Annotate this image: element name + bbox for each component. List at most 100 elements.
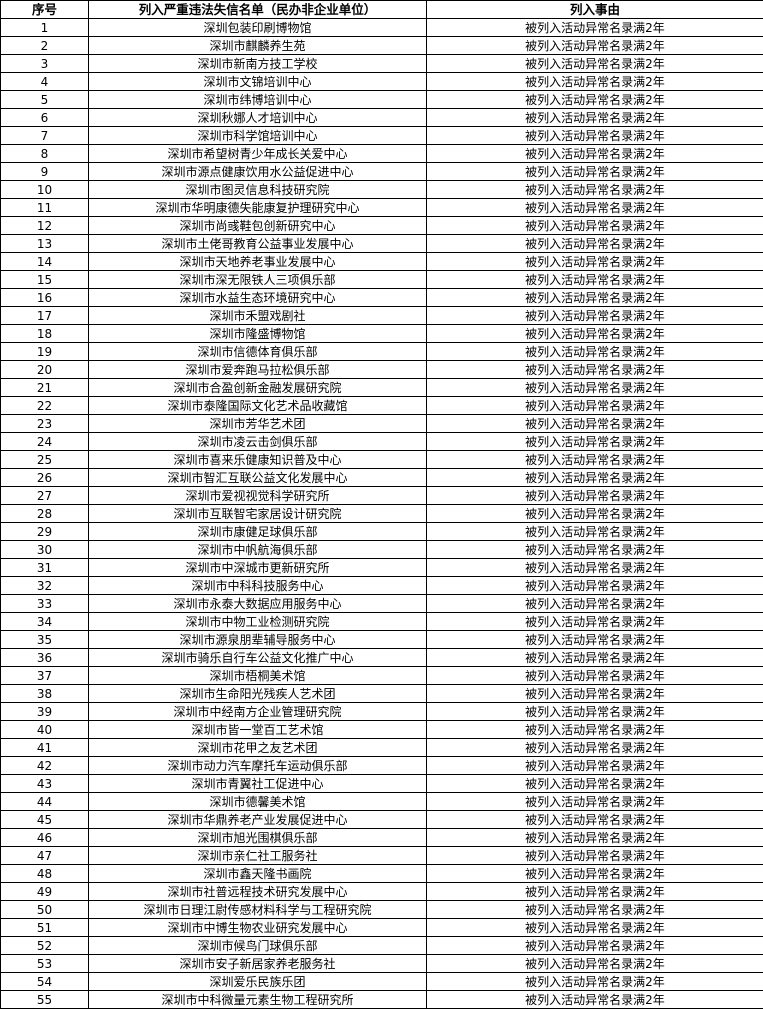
table-row: 18 深圳市隆盛博物馆 被列入活动异常名录满2年: [0, 324, 763, 343]
cell-reason: 被列入活动异常名录满2年: [426, 684, 763, 703]
cell-reason: 被列入活动异常名录满2年: [426, 612, 763, 631]
cell-index: 50: [0, 900, 89, 919]
cell-name: 深圳市天地养老事业发展中心: [88, 252, 427, 271]
table-row: 8 深圳市希望树青少年成长关爱中心 被列入活动异常名录满2年: [0, 144, 763, 163]
table-row: 16 深圳市水益生态环境研究中心 被列入活动异常名录满2年: [0, 288, 763, 307]
cell-name: 深圳爱乐民族乐团: [88, 972, 427, 991]
table-row: 4 深圳市文锦培训中心 被列入活动异常名录满2年: [0, 72, 763, 91]
cell-index: 21: [0, 378, 89, 397]
cell-reason: 被列入活动异常名录满2年: [426, 144, 763, 163]
table-row: 30 深圳市中帆航海俱乐部 被列入活动异常名录满2年: [0, 540, 763, 559]
header-reason: 列入事由: [426, 0, 763, 19]
cell-name: 深圳市喜来乐健康知识普及中心: [88, 450, 427, 469]
cell-name: 深圳市源点健康饮用水公益促进中心: [88, 162, 427, 181]
table-row: 33 深圳市永泰大数据应用服务中心 被列入活动异常名录满2年: [0, 594, 763, 613]
cell-name: 深圳市动力汽车摩托车运动俱乐部: [88, 756, 427, 775]
cell-index: 40: [0, 720, 89, 739]
table-row: 27 深圳市爱视视觉科学研究所 被列入活动异常名录满2年: [0, 486, 763, 505]
table-row: 35 深圳市源泉朋辈辅导服务中心 被列入活动异常名录满2年: [0, 630, 763, 649]
cell-reason: 被列入活动异常名录满2年: [426, 234, 763, 253]
cell-reason: 被列入活动异常名录满2年: [426, 180, 763, 199]
table-row: 12 深圳市尚彧鞋包创新研究中心 被列入活动异常名录满2年: [0, 216, 763, 235]
cell-index: 18: [0, 324, 89, 343]
cell-name: 深圳市安子新居家养老服务社: [88, 954, 427, 973]
cell-index: 29: [0, 522, 89, 541]
cell-reason: 被列入活动异常名录满2年: [426, 108, 763, 127]
cell-reason: 被列入活动异常名录满2年: [426, 990, 763, 1009]
cell-reason: 被列入活动异常名录满2年: [426, 252, 763, 271]
cell-index: 36: [0, 648, 89, 667]
cell-reason: 被列入活动异常名录满2年: [426, 774, 763, 793]
cell-index: 26: [0, 468, 89, 487]
table-row: 25 深圳市喜来乐健康知识普及中心 被列入活动异常名录满2年: [0, 450, 763, 469]
table-row: 43 深圳市青翼社工促进中心 被列入活动异常名录满2年: [0, 774, 763, 793]
cell-name: 深圳市希望树青少年成长关爱中心: [88, 144, 427, 163]
cell-index: 41: [0, 738, 89, 757]
cell-index: 27: [0, 486, 89, 505]
cell-index: 7: [0, 126, 89, 145]
cell-name: 深圳市中博生物农业研究发展中心: [88, 918, 427, 937]
cell-reason: 被列入活动异常名录满2年: [426, 324, 763, 343]
cell-reason: 被列入活动异常名录满2年: [426, 432, 763, 451]
cell-reason: 被列入活动异常名录满2年: [426, 540, 763, 559]
cell-name: 深圳市图灵信息科技研究院: [88, 180, 427, 199]
table-row: 45 深圳市华鼎养老产业发展促进中心 被列入活动异常名录满2年: [0, 810, 763, 829]
cell-index: 54: [0, 972, 89, 991]
cell-reason: 被列入活动异常名录满2年: [426, 414, 763, 433]
table-row: 26 深圳市智汇互联公益文化发展中心 被列入活动异常名录满2年: [0, 468, 763, 487]
table-body: 1 深圳包装印刷博物馆 被列入活动异常名录满2年 2 深圳市麒麟养生苑 被列入活动异常名录…: [0, 18, 763, 1009]
cell-index: 16: [0, 288, 89, 307]
cell-name: 深圳市永泰大数据应用服务中心: [88, 594, 427, 613]
cell-index: 24: [0, 432, 89, 451]
cell-index: 37: [0, 666, 89, 685]
table-row: 47 深圳市亲仁社工服务社 被列入活动异常名录满2年: [0, 846, 763, 865]
cell-index: 20: [0, 360, 89, 379]
table-row: 14 深圳市天地养老事业发展中心 被列入活动异常名录满2年: [0, 252, 763, 271]
table-row: 52 深圳市候鸟门球俱乐部 被列入活动异常名录满2年: [0, 936, 763, 955]
table-row: 54 深圳爱乐民族乐团 被列入活动异常名录满2年: [0, 972, 763, 991]
cell-name: 深圳市爱视视觉科学研究所: [88, 486, 427, 505]
cell-reason: 被列入活动异常名录满2年: [426, 54, 763, 73]
cell-name: 深圳市合盈创新金融发展研究院: [88, 378, 427, 397]
table-row: 9 深圳市源点健康饮用水公益促进中心 被列入活动异常名录满2年: [0, 162, 763, 181]
cell-index: 52: [0, 936, 89, 955]
table-row: 36 深圳市骑乐自行车公益文化推广中心 被列入活动异常名录满2年: [0, 648, 763, 667]
cell-reason: 被列入活动异常名录满2年: [426, 558, 763, 577]
cell-reason: 被列入活动异常名录满2年: [426, 972, 763, 991]
cell-name: 深圳市中科微量元素生物工程研究所: [88, 990, 427, 1009]
cell-name: 深圳市骑乐自行车公益文化推广中心: [88, 648, 427, 667]
cell-name: 深圳市梧桐美术馆: [88, 666, 427, 685]
cell-reason: 被列入活动异常名录满2年: [426, 810, 763, 829]
cell-reason: 被列入活动异常名录满2年: [426, 720, 763, 739]
cell-index: 33: [0, 594, 89, 613]
cell-name: 深圳市科学馆培训中心: [88, 126, 427, 145]
cell-index: 13: [0, 234, 89, 253]
table-row: 23 深圳市芳华艺术团 被列入活动异常名录满2年: [0, 414, 763, 433]
cell-reason: 被列入活动异常名录满2年: [426, 666, 763, 685]
cell-reason: 被列入活动异常名录满2年: [426, 954, 763, 973]
table-row: 44 深圳市德馨美术馆 被列入活动异常名录满2年: [0, 792, 763, 811]
cell-index: 1: [0, 18, 89, 37]
table-row: 50 深圳市日理江尉传感材料科学与工程研究院 被列入活动异常名录满2年: [0, 900, 763, 919]
cell-index: 30: [0, 540, 89, 559]
cell-reason: 被列入活动异常名录满2年: [426, 162, 763, 181]
cell-reason: 被列入活动异常名录满2年: [426, 90, 763, 109]
cell-index: 11: [0, 198, 89, 217]
table-row: 19 深圳市信德体育俱乐部 被列入活动异常名录满2年: [0, 342, 763, 361]
cell-index: 51: [0, 918, 89, 937]
cell-name: 深圳市日理江尉传感材料科学与工程研究院: [88, 900, 427, 919]
cell-reason: 被列入活动异常名录满2年: [426, 504, 763, 523]
table-row: 34 深圳市中物工业检测研究院 被列入活动异常名录满2年: [0, 612, 763, 631]
cell-name: 深圳市凌云击剑俱乐部: [88, 432, 427, 451]
cell-name: 深圳包装印刷博物馆: [88, 18, 427, 37]
cell-index: 38: [0, 684, 89, 703]
cell-reason: 被列入活动异常名录满2年: [426, 756, 763, 775]
cell-reason: 被列入活动异常名录满2年: [426, 630, 763, 649]
table-row: 2 深圳市麒麟养生苑 被列入活动异常名录满2年: [0, 36, 763, 55]
cell-index: 6: [0, 108, 89, 127]
cell-reason: 被列入活动异常名录满2年: [426, 198, 763, 217]
cell-reason: 被列入活动异常名录满2年: [426, 396, 763, 415]
cell-reason: 被列入活动异常名录满2年: [426, 288, 763, 307]
cell-index: 5: [0, 90, 89, 109]
cell-name: 深圳市爱奔跑马拉松俱乐部: [88, 360, 427, 379]
